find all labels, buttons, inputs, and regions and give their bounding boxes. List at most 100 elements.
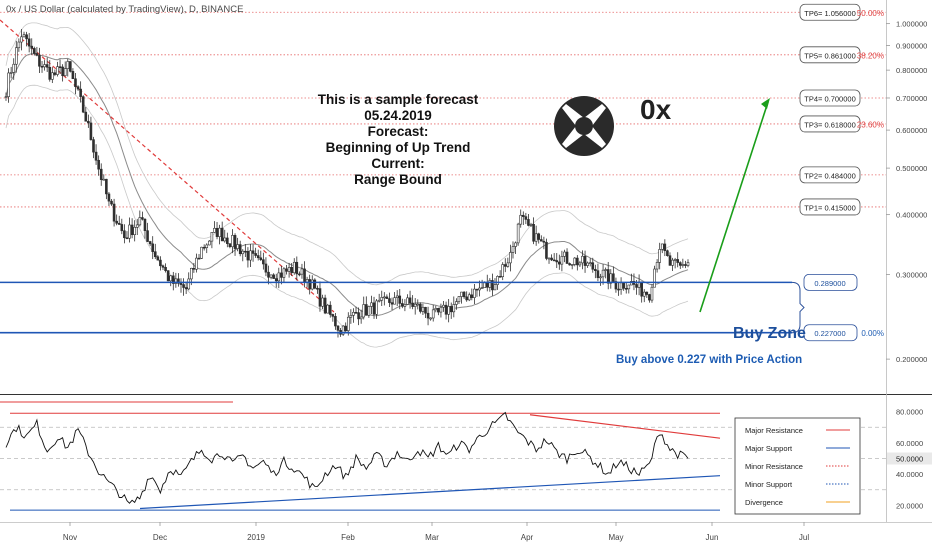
candle-body — [475, 288, 479, 291]
candle-body — [395, 295, 399, 298]
candle-body — [612, 273, 615, 282]
candle-body — [560, 256, 564, 265]
candle-body — [295, 261, 299, 275]
candle-body — [215, 227, 219, 237]
candle-body — [35, 53, 39, 56]
candle-body — [251, 250, 255, 254]
x-tick-label: 2019 — [247, 533, 265, 542]
candle-body — [640, 281, 643, 297]
y-tick-label: 0.400000 — [896, 211, 927, 220]
candle-body — [174, 278, 178, 284]
candle-body — [262, 259, 265, 265]
candle-body — [370, 302, 373, 307]
candle-body — [506, 262, 510, 267]
forecast-line: This is a sample forecast — [317, 92, 479, 107]
candle-body — [133, 226, 136, 235]
legend-label: Divergence — [745, 498, 783, 507]
candle-body — [125, 237, 129, 240]
candle-body — [599, 276, 602, 279]
candle-body — [123, 230, 126, 239]
candle-body — [521, 214, 525, 217]
forecast-line: 05.24.2019 — [364, 108, 432, 123]
fib-percent-label: 38.20% — [857, 51, 884, 60]
candle-body — [138, 217, 142, 226]
candle-body — [300, 268, 304, 275]
x-tick-label: Jun — [706, 533, 719, 542]
candle-body — [359, 316, 363, 320]
candle-body — [254, 253, 257, 256]
candle-body — [341, 325, 345, 335]
candle-body — [244, 250, 247, 253]
candle-body — [303, 268, 306, 283]
candle-body — [658, 249, 661, 263]
candle-body — [33, 48, 36, 54]
y-tick-label: 0.600000 — [896, 126, 927, 135]
candle-body — [94, 151, 98, 161]
candle-body — [184, 287, 188, 290]
candle-body — [596, 270, 600, 278]
y-tick-label: 0.300000 — [896, 271, 927, 280]
candle-body — [277, 272, 281, 282]
candle-body — [352, 312, 355, 316]
candle-body — [604, 269, 607, 271]
candle-body — [74, 78, 77, 87]
candle-body — [177, 278, 180, 284]
candle-body — [210, 232, 214, 242]
rsi-series-line — [5, 411, 689, 504]
candle-body — [259, 257, 263, 260]
candle-body — [372, 302, 376, 315]
candle-body — [84, 111, 88, 122]
target-label: TP1= 0.415000 — [804, 203, 856, 212]
candle-body — [645, 291, 649, 295]
candle-body — [660, 243, 664, 250]
candle-body — [542, 240, 546, 243]
candle-body — [71, 71, 75, 80]
candle-body — [231, 235, 234, 248]
candle-body — [635, 284, 638, 288]
candle-body — [58, 66, 62, 68]
candle-body — [246, 250, 250, 261]
candle-body — [678, 262, 682, 266]
candle-body — [609, 273, 613, 284]
candle-body — [269, 274, 273, 278]
candle-body — [45, 64, 49, 68]
candle-body — [40, 65, 44, 68]
candle-body — [213, 227, 216, 233]
candle-body — [648, 294, 651, 301]
candle-body — [555, 260, 559, 263]
candle-body — [107, 193, 111, 202]
x-tick-label: Dec — [153, 533, 167, 542]
candle-body — [496, 276, 499, 285]
candle-body — [524, 216, 528, 220]
candle-body — [380, 297, 384, 301]
rsi-current-value: 50.0000 — [896, 455, 923, 464]
candle-body — [156, 256, 160, 261]
candle-body — [89, 122, 93, 140]
y-tick-label: 0.800000 — [896, 66, 927, 75]
candle-body — [236, 244, 239, 249]
candle-body — [439, 306, 443, 313]
candle-body — [485, 282, 489, 288]
candle-body — [514, 242, 517, 247]
target-label-box — [799, 89, 861, 107]
candle-body — [362, 304, 366, 318]
candle-body — [478, 287, 481, 291]
candle-body — [313, 279, 317, 289]
candle-body — [465, 296, 468, 301]
candle-body — [406, 297, 409, 305]
x-tick-label: May — [608, 533, 623, 542]
rsi-legend: Major Resistance Major Support Minor Resis… — [734, 417, 861, 515]
legend-label: Major Resistance — [745, 426, 803, 435]
candle-body — [171, 275, 175, 284]
legend-label: Minor Resistance — [745, 462, 803, 471]
target-label: TP3= 0.618000 — [804, 120, 856, 129]
candle-body — [66, 61, 70, 69]
candle-body — [411, 302, 414, 307]
x-tick-label: Feb — [341, 533, 355, 542]
candle-body — [673, 259, 677, 261]
candle-body — [81, 96, 85, 113]
candle-body — [367, 306, 371, 316]
candle-body — [197, 257, 201, 260]
candle-body — [594, 268, 597, 271]
